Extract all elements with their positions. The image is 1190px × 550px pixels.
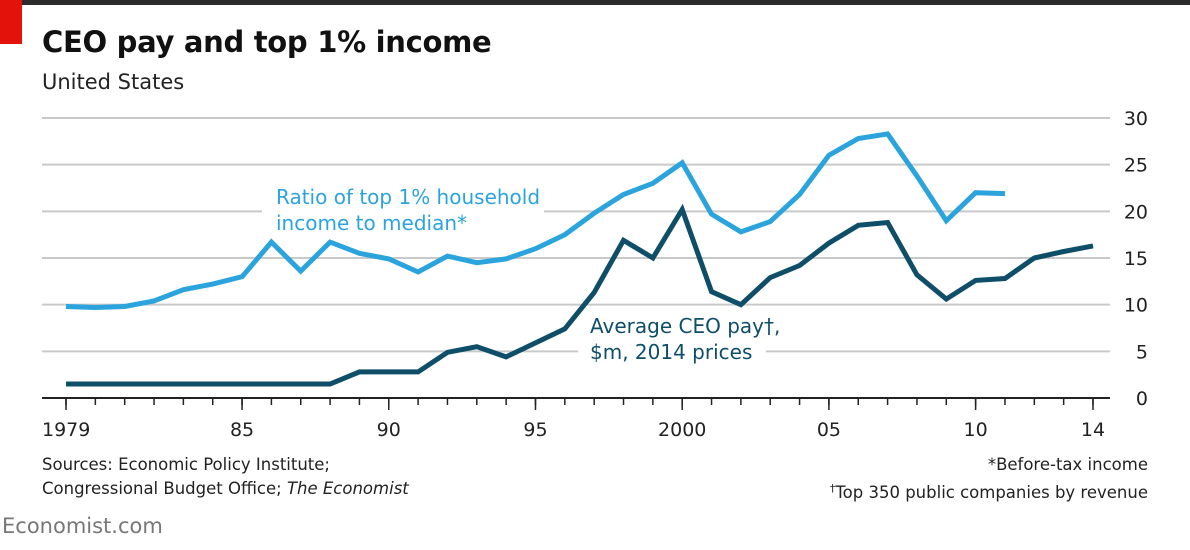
series-label-0-line-1: Ratio of top 1% household [276, 185, 540, 209]
sources-line-2-plain: Congressional Budget Office; [42, 479, 287, 498]
y-tick-label-5: 5 [1136, 341, 1148, 363]
chart-title: CEO pay and top 1% income [42, 25, 492, 59]
brand-red-tab [0, 0, 22, 44]
x-tick-label-2005: 05 [817, 419, 841, 441]
series-label-backdrop-1 [578, 309, 766, 371]
x-tick-label-2014: 14 [1081, 419, 1105, 441]
x-tick-label-1995: 95 [523, 419, 547, 441]
footnote-dagger: † [829, 482, 836, 495]
x-tick-label-1979: 1979 [42, 419, 90, 441]
top-rule [0, 0, 1190, 5]
series-label-backdrop-0 [262, 180, 544, 242]
x-tick-label-2000: 2000 [658, 419, 706, 441]
series-label-0-line-2: income to median* [276, 211, 467, 235]
footnote-before-tax: *Before-tax income [987, 455, 1148, 474]
brand-watermark: Economist.com [2, 514, 163, 538]
series-label-1-line-2: $m, 2014 prices [590, 340, 752, 364]
series-line-ceo-pay [66, 203, 1094, 387]
sources-line-2-italic: The Economist [286, 479, 409, 498]
y-tick-label-10: 10 [1124, 295, 1148, 317]
chart-subtitle: United States [42, 70, 185, 94]
y-tick-label-20: 20 [1124, 201, 1148, 223]
y-tick-label-25: 25 [1124, 155, 1148, 177]
series-line-income-ratio [65, 131, 1006, 311]
x-tick-label-2010: 10 [964, 419, 988, 441]
y-tick-label-0: 0 [1136, 388, 1148, 410]
sources-note: Sources: Economic Policy Institute; Cong… [42, 453, 409, 501]
footnote-top-350-text: Top 350 public companies by revenue [835, 483, 1148, 502]
series-label-1-line-1: Average CEO pay†, [590, 314, 780, 338]
footnote-top-350: †Top 350 public companies by revenue [830, 477, 1148, 505]
sources-line-2: Congressional Budget Office; The Economi… [42, 477, 409, 501]
x-tick-label-1985: 85 [230, 419, 254, 441]
y-tick-label-30: 30 [1124, 108, 1148, 130]
footnotes: *Before-tax income †Top 350 public compa… [830, 453, 1148, 505]
x-tick-label-1990: 90 [377, 419, 401, 441]
sources-line-1: Sources: Economic Policy Institute; [42, 455, 330, 474]
y-tick-label-15: 15 [1124, 248, 1148, 270]
